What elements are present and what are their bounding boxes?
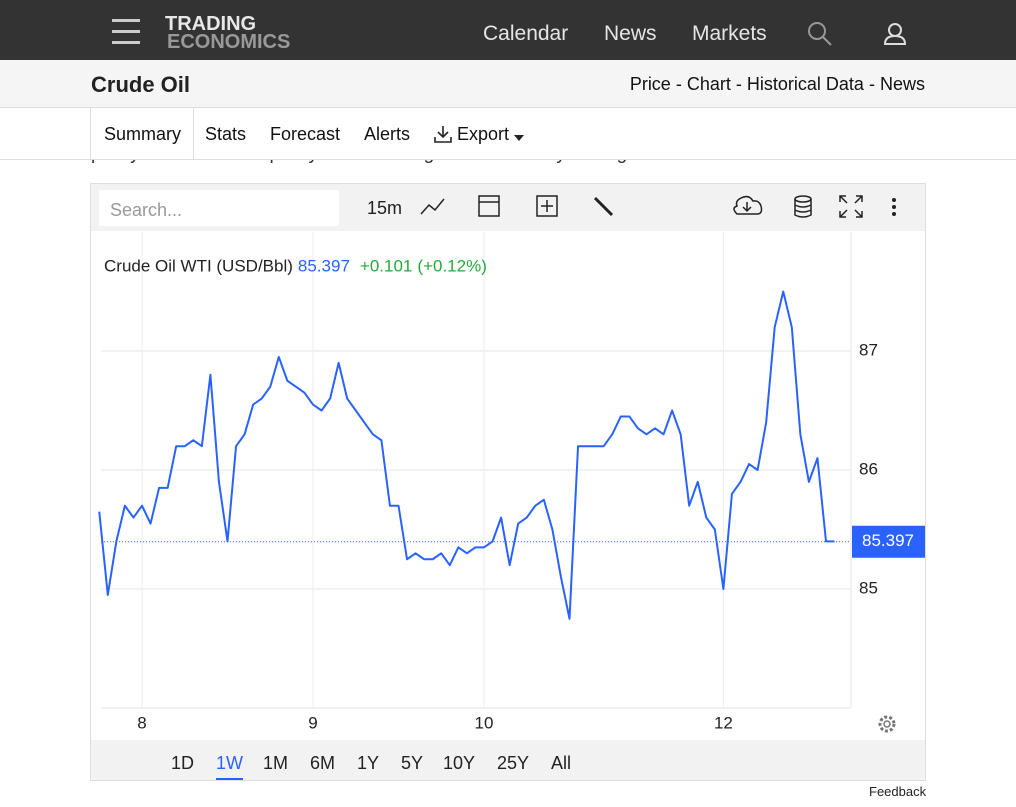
chart-toolbar: Search... 15m bbox=[91, 184, 925, 231]
calendar-icon[interactable] bbox=[478, 195, 500, 217]
tab[interactable]: Stats bbox=[205, 124, 247, 144]
fullscreen-icon[interactable] bbox=[839, 195, 863, 218]
tools-icon[interactable] bbox=[593, 196, 614, 217]
download-icon[interactable] bbox=[433, 124, 453, 144]
range-button[interactable]: 5Y bbox=[401, 753, 424, 773]
tab[interactable]: Export bbox=[457, 124, 510, 144]
separator: - bbox=[868, 74, 875, 94]
last-value-label: 85.397 bbox=[862, 531, 914, 550]
header-link[interactable]: Chart bbox=[686, 74, 731, 94]
legend-change-percent: (+0.12%) bbox=[417, 256, 486, 275]
line-type-icon[interactable] bbox=[420, 198, 445, 215]
range-bar: 1D 1W 1M 6M 1Y 5Y 10Y 25Y All bbox=[91, 740, 925, 780]
y-tick-label: 86 bbox=[859, 459, 878, 478]
chart-container bbox=[90, 183, 926, 781]
y-tick-label: 87 bbox=[859, 340, 878, 359]
range-button[interactable]: 10Y bbox=[443, 753, 476, 773]
range-button[interactable]: 6M bbox=[310, 753, 336, 773]
separator: - bbox=[675, 74, 682, 94]
user-icon[interactable] bbox=[883, 22, 907, 46]
cloud-download-icon[interactable] bbox=[733, 195, 763, 215]
tab[interactable]: Summary bbox=[104, 124, 182, 144]
search-icon[interactable] bbox=[807, 21, 833, 47]
header-link[interactable]: Historical Data bbox=[746, 74, 864, 94]
price-line bbox=[98, 290, 835, 620]
nav-link[interactable]: Markets bbox=[692, 22, 767, 45]
separator: - bbox=[735, 74, 742, 94]
header-links: Price - Chart - Historical Data - News bbox=[630, 74, 925, 95]
database-icon[interactable] bbox=[794, 195, 812, 218]
plot-background bbox=[91, 232, 925, 740]
range-button[interactable]: All bbox=[551, 753, 572, 773]
header-link[interactable]: News bbox=[879, 74, 925, 94]
page-title: Crude Oil bbox=[91, 72, 191, 97]
legend-change: +0.101 bbox=[360, 256, 412, 275]
y-tick-label: 85 bbox=[859, 578, 878, 597]
logo-top[interactable]: TRADING bbox=[165, 13, 257, 35]
search-placeholder: Search... bbox=[110, 200, 183, 220]
search-box[interactable]: Search... bbox=[99, 190, 339, 226]
settings-icon[interactable] bbox=[878, 715, 896, 733]
legend-name: Crude Oil WTI (USD/Bbl) bbox=[104, 256, 293, 275]
interval-button[interactable]: 15m bbox=[367, 198, 403, 218]
toolbar-icons bbox=[420, 195, 896, 218]
top-bar: TRADING ECONOMICS Calendar News Markets bbox=[0, 0, 1016, 60]
logo-bottom[interactable]: ECONOMICS bbox=[167, 31, 291, 53]
range-button[interactable]: 1D bbox=[171, 753, 195, 773]
range-button[interactable]: 1Y bbox=[357, 753, 380, 773]
nav-link[interactable]: News bbox=[604, 22, 657, 45]
x-tick-label: 12 bbox=[714, 713, 733, 732]
x-tick-label: 9 bbox=[308, 713, 317, 732]
tab-bar: Summary Stats Forecast Alerts Export bbox=[0, 108, 1016, 160]
legend-value: 85.397 bbox=[298, 256, 350, 275]
tab[interactable]: Forecast bbox=[270, 124, 341, 144]
caret bbox=[514, 135, 524, 141]
x-tick-label: 10 bbox=[475, 713, 494, 732]
range-button[interactable]: 1W bbox=[216, 753, 243, 780]
nav-link[interactable]: Calendar bbox=[483, 22, 569, 45]
tab[interactable]: Alerts bbox=[364, 124, 411, 144]
menu-icon[interactable] bbox=[110, 18, 142, 46]
chart: 85 86 87 8 9 10 12 85.397 Crude Oil WTI (USD/Bbl… bbox=[91, 232, 925, 740]
x-tick-label: 8 bbox=[137, 713, 146, 732]
range-button[interactable]: 25Y bbox=[497, 753, 530, 773]
last-value-box bbox=[852, 525, 925, 558]
sub-header: Crude Oil Price - Chart - Historical Dat… bbox=[0, 60, 1016, 108]
add-icon[interactable] bbox=[536, 195, 558, 217]
range-button[interactable]: 1M bbox=[263, 753, 289, 773]
active-tab-box bbox=[90, 108, 194, 159]
header-link[interactable]: Price bbox=[629, 74, 671, 94]
feedback-link[interactable]: Feedback bbox=[869, 784, 927, 799]
more-icon[interactable] bbox=[892, 198, 896, 216]
